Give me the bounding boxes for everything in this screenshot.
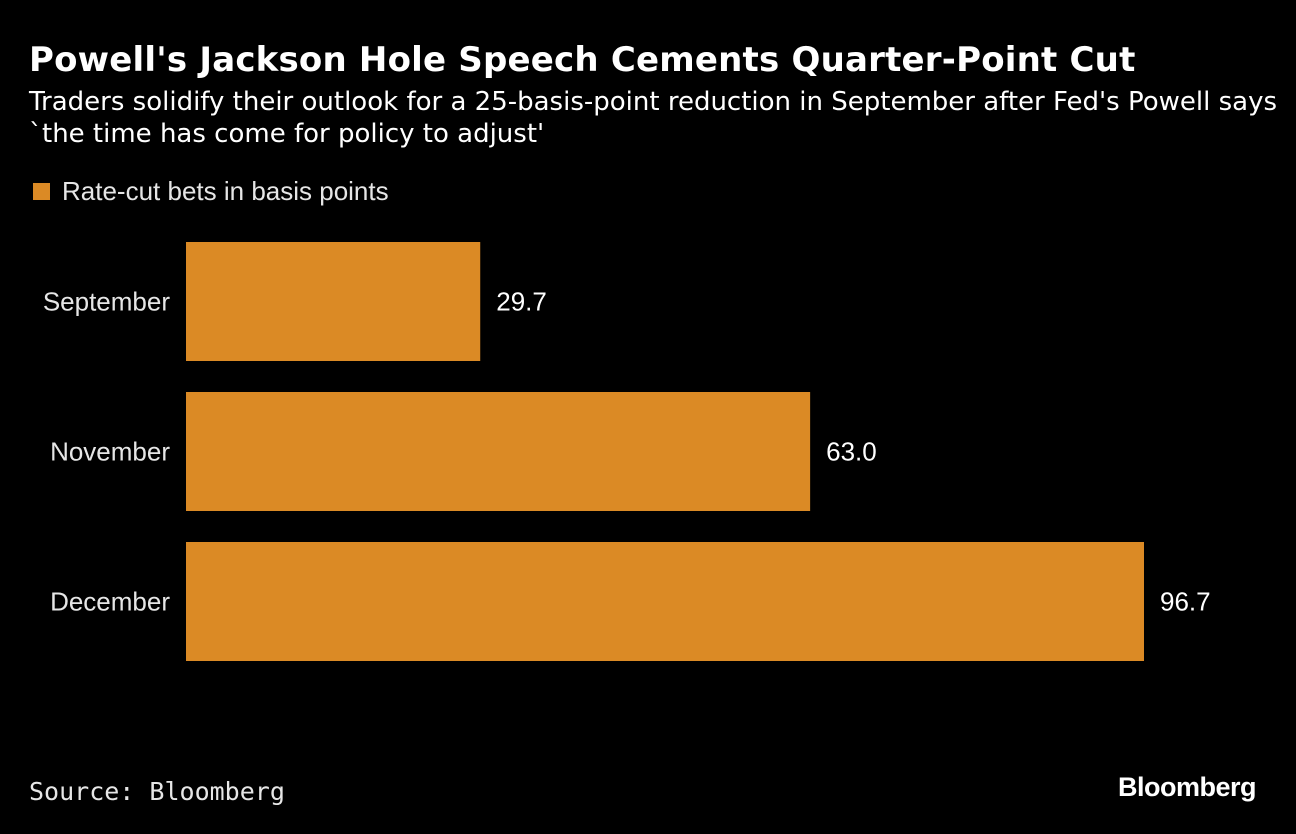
legend: Rate-cut bets in basis points bbox=[33, 176, 389, 207]
bar-september bbox=[186, 242, 481, 361]
category-label: November bbox=[50, 437, 170, 467]
bloomberg-logo: Bloomberg bbox=[1117, 772, 1257, 802]
source-note: Source: Bloomberg bbox=[29, 777, 285, 806]
legend-swatch bbox=[33, 183, 50, 200]
category-label: September bbox=[43, 287, 171, 317]
chart-title: Powell's Jackson Hole Speech Cements Qua… bbox=[29, 40, 1136, 80]
value-label: 96.7 bbox=[1160, 587, 1211, 617]
chart-subtitle: Traders solidify their outlook for a 25-… bbox=[29, 87, 1278, 149]
category-label: December bbox=[50, 587, 170, 617]
bar-december bbox=[186, 542, 1144, 661]
value-label: 29.7 bbox=[496, 287, 547, 317]
bar-november bbox=[186, 392, 811, 511]
value-label: 63.0 bbox=[826, 437, 877, 467]
legend-label: Rate-cut bets in basis points bbox=[62, 176, 389, 206]
